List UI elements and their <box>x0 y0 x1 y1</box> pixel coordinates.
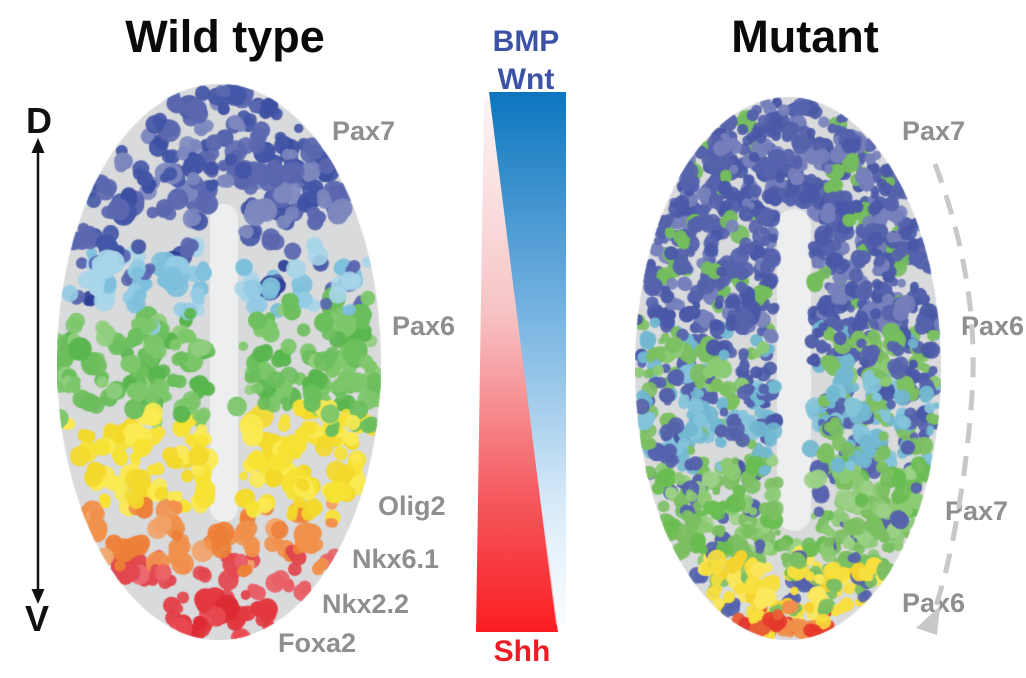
mutant-cells-canvas <box>635 97 941 640</box>
wild-nkx2-2-label: Nkx2.2 <box>322 589 410 619</box>
dashed-arrow-path <box>929 163 976 619</box>
mutant-title: Mutant <box>731 11 879 62</box>
shh-gradient-wedge <box>476 99 558 632</box>
dorsoventral-axis-arrow-icon <box>31 138 45 604</box>
wild-olig2-label: Olig2 <box>378 491 446 521</box>
dorsal-label: D <box>26 100 52 141</box>
mutant-neural-tube <box>635 97 941 640</box>
wild-type-cells-canvas <box>57 84 381 640</box>
bmp-wnt-gradient-wedge <box>489 92 566 625</box>
mutant-pax7-upper-label: Pax7 <box>902 116 966 146</box>
ventral-shift-dashed-arrow-icon <box>916 163 976 635</box>
wild-nkx6-1-label: Nkx6.1 <box>352 544 440 574</box>
axis-arrowhead-top-icon <box>31 138 45 153</box>
axis-arrowhead-bottom-icon <box>31 589 45 604</box>
wild-pax6-label: Pax6 <box>392 311 456 341</box>
mutant-pax7-lower-label: Pax7 <box>945 496 1009 526</box>
bmp-label: BMP <box>492 25 560 58</box>
morphogen-gradient-wedges <box>476 92 566 632</box>
dorsal-morphogen-labels: BMP Wnt <box>466 27 586 103</box>
dashed-arrowhead-icon <box>916 606 940 635</box>
wild-type-neural-tube <box>57 84 381 640</box>
wild-pax7-label: Pax7 <box>332 116 396 146</box>
wild-foxa2-label: Foxa2 <box>278 628 357 658</box>
shh-label: Shh <box>493 635 551 668</box>
ventral-label: V <box>25 598 50 639</box>
wild-type-title: Wild type <box>125 11 325 62</box>
wnt-label: Wnt <box>497 63 555 96</box>
